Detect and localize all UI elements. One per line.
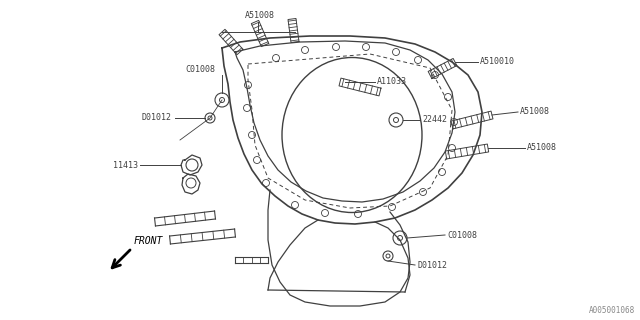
Text: A11033: A11033	[377, 77, 407, 86]
Text: D01012: D01012	[142, 114, 172, 123]
Text: A51008: A51008	[245, 11, 275, 20]
Text: 22442: 22442	[422, 116, 447, 124]
Text: A510010: A510010	[480, 58, 515, 67]
Text: D01012: D01012	[417, 260, 447, 269]
Text: A51008: A51008	[527, 143, 557, 153]
Text: 11413: 11413	[113, 161, 138, 170]
Text: A51008: A51008	[520, 108, 550, 116]
Text: A005001068: A005001068	[589, 306, 635, 315]
Text: C01008: C01008	[447, 230, 477, 239]
Text: FRONT: FRONT	[134, 236, 163, 246]
Text: C01008: C01008	[185, 65, 215, 74]
